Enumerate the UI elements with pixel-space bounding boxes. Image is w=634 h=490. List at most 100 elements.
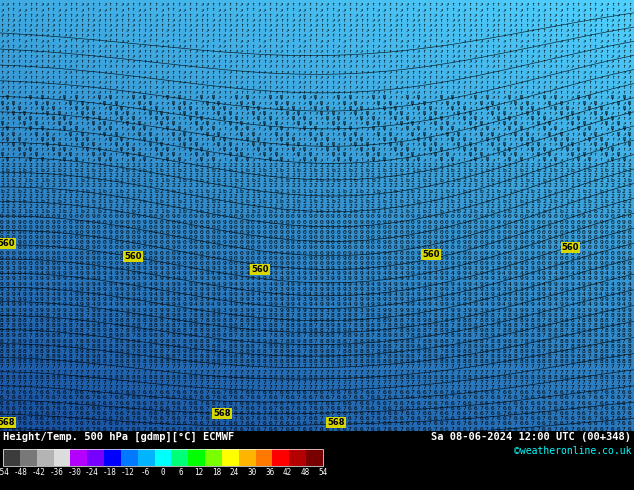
Text: 8: 8 <box>68 349 72 354</box>
Text: 9: 9 <box>576 302 580 307</box>
Text: ↑: ↑ <box>57 59 61 64</box>
Text: 7: 7 <box>137 380 141 385</box>
Text: ↑: ↑ <box>240 70 243 74</box>
Text: 8: 8 <box>143 333 146 339</box>
Text: 0: 0 <box>285 261 289 266</box>
Text: 7: 7 <box>388 369 392 375</box>
Text: 9: 9 <box>211 276 215 281</box>
Text: 7: 7 <box>194 369 198 375</box>
Text: ↗: ↗ <box>97 80 101 85</box>
Text: b: b <box>616 189 620 194</box>
Text: 8: 8 <box>285 313 289 318</box>
Text: ↗: ↗ <box>160 80 164 85</box>
Text: 8: 8 <box>399 313 403 318</box>
Text: ↑: ↑ <box>354 33 358 38</box>
Text: 7: 7 <box>439 349 443 354</box>
Text: 3: 3 <box>80 297 84 302</box>
Text: 9: 9 <box>68 225 72 230</box>
Text: ↗: ↗ <box>114 96 118 100</box>
Text: 9: 9 <box>605 339 609 343</box>
Text: ↑: ↑ <box>474 38 477 44</box>
Text: 1: 1 <box>297 178 301 183</box>
Text: 0: 0 <box>177 235 181 240</box>
Text: ↑: ↑ <box>588 13 592 18</box>
Text: 0: 0 <box>11 225 15 230</box>
Text: ψ: ψ <box>496 106 500 111</box>
Text: ↑: ↑ <box>519 23 523 28</box>
Text: 7: 7 <box>17 369 21 375</box>
Text: 8: 8 <box>211 375 215 380</box>
Text: 6: 6 <box>565 401 569 406</box>
Text: 1: 1 <box>108 178 112 183</box>
Text: 6: 6 <box>462 426 466 432</box>
Text: 6: 6 <box>11 391 15 395</box>
Text: 7: 7 <box>428 328 432 333</box>
Text: ↑: ↑ <box>451 2 455 7</box>
Text: b: b <box>251 209 255 214</box>
Text: 7: 7 <box>314 385 318 390</box>
Text: 8: 8 <box>417 313 420 318</box>
Text: 6: 6 <box>434 421 437 426</box>
Text: 8: 8 <box>394 318 398 323</box>
Text: ↗: ↗ <box>405 33 409 38</box>
Text: 0: 0 <box>474 225 477 230</box>
Text: 4: 4 <box>491 282 495 287</box>
Text: 6: 6 <box>462 411 466 416</box>
Text: 7: 7 <box>291 380 295 385</box>
Text: ↑: ↑ <box>40 147 44 152</box>
Text: 9: 9 <box>371 292 375 297</box>
Text: ↑: ↑ <box>188 38 192 44</box>
Text: 0: 0 <box>576 250 580 256</box>
Text: 9: 9 <box>0 297 4 302</box>
Text: 7: 7 <box>188 406 192 411</box>
Text: 1: 1 <box>268 189 272 194</box>
Text: 9: 9 <box>582 313 586 318</box>
Text: ↗: ↗ <box>576 100 580 105</box>
Text: 9: 9 <box>205 245 209 250</box>
Text: 9: 9 <box>154 297 158 302</box>
Text: 8: 8 <box>571 318 574 323</box>
Text: 8: 8 <box>223 318 226 323</box>
Text: ↗: ↗ <box>91 18 95 23</box>
Text: 7: 7 <box>616 421 620 426</box>
Text: 7: 7 <box>559 365 563 369</box>
Text: 7: 7 <box>126 380 129 385</box>
Text: 8: 8 <box>74 333 78 339</box>
Text: ↗: ↗ <box>137 126 141 131</box>
Text: 6: 6 <box>354 426 358 432</box>
Text: 0: 0 <box>405 220 409 224</box>
Text: ↑: ↑ <box>508 2 512 7</box>
Text: 4: 4 <box>63 282 67 287</box>
Text: 2: 2 <box>428 178 432 183</box>
Text: 0: 0 <box>605 261 609 266</box>
Text: ↗: ↗ <box>148 28 152 33</box>
Text: 2: 2 <box>388 194 392 199</box>
Text: ψ: ψ <box>582 132 586 137</box>
Text: ↑: ↑ <box>268 137 272 142</box>
Text: 0: 0 <box>548 230 552 235</box>
Text: 8: 8 <box>80 323 84 328</box>
Text: ψ: ψ <box>103 121 107 126</box>
Text: ↗: ↗ <box>371 142 375 147</box>
Text: 6: 6 <box>388 426 392 432</box>
Text: ↗: ↗ <box>525 157 529 163</box>
Text: 7: 7 <box>17 313 21 318</box>
Text: 6: 6 <box>251 421 255 426</box>
Text: ↗: ↗ <box>91 90 95 95</box>
Text: 2: 2 <box>6 183 10 188</box>
Text: 9: 9 <box>519 282 523 287</box>
Bar <box>104 449 121 466</box>
Text: ↑: ↑ <box>17 33 21 38</box>
Text: ψ: ψ <box>257 147 261 152</box>
Text: ↗: ↗ <box>559 7 563 12</box>
Text: 0: 0 <box>371 235 375 240</box>
Text: 9: 9 <box>371 276 375 281</box>
Text: 9: 9 <box>394 287 398 292</box>
Text: 1: 1 <box>103 168 107 173</box>
Text: 2: 2 <box>508 163 512 168</box>
Text: 7: 7 <box>291 344 295 349</box>
Text: 9: 9 <box>160 297 164 302</box>
Text: 1: 1 <box>23 178 27 183</box>
Text: 9: 9 <box>126 235 129 240</box>
Text: 2: 2 <box>97 183 101 188</box>
